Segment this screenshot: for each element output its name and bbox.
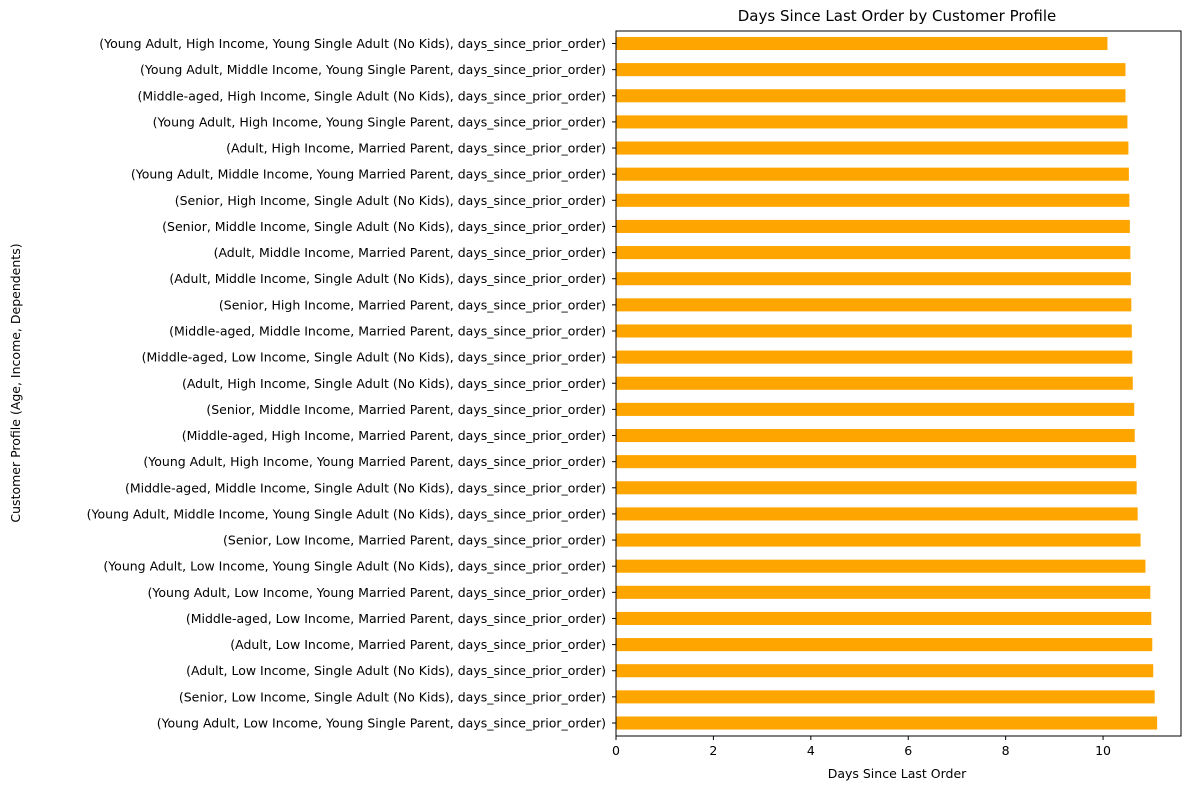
bar: [616, 219, 1130, 233]
y-tick-label: (Young Adult, Low Income, Young Single A…: [103, 559, 606, 574]
bar: [616, 455, 1137, 469]
x-tick-label: 10: [1095, 743, 1111, 758]
bar: [616, 559, 1146, 573]
y-tick-label: (Senior, High Income, Single Adult (No K…: [175, 193, 606, 208]
bar: [616, 63, 1126, 77]
bar: [616, 716, 1158, 730]
bar: [616, 193, 1130, 207]
bar: [616, 585, 1151, 599]
x-tick-label: 6: [904, 743, 912, 758]
plot-frame: [615, 30, 1182, 737]
y-tick-label: (Adult, High Income, Married Parent, day…: [226, 141, 606, 156]
y-tick-label: (Young Adult, Middle Income, Young Marri…: [131, 167, 606, 182]
y-tick-label: (Middle-aged, Low Income, Single Adult (…: [142, 350, 606, 365]
bar: [616, 664, 1154, 678]
y-tick-label: (Senior, Middle Income, Married Parent, …: [206, 402, 606, 417]
y-tick-label: (Adult, Middle Income, Married Parent, d…: [214, 245, 606, 260]
y-tick-label: (Middle-aged, Low Income, Married Parent…: [186, 611, 606, 626]
bar: [616, 638, 1153, 652]
x-tick-label: 2: [709, 743, 717, 758]
y-tick-label: (Senior, High Income, Married Parent, da…: [219, 297, 606, 312]
y-tick-label: (Senior, Middle Income, Single Adult (No…: [162, 219, 606, 234]
y-tick-label: (Adult, Middle Income, Single Adult (No …: [169, 271, 606, 286]
bar: [616, 507, 1138, 521]
x-tick-label: 0: [612, 743, 620, 758]
bar: [616, 324, 1132, 338]
y-tick-label: (Young Adult, High Income, Young Single …: [153, 114, 606, 129]
x-axis-ticks: 0 2 4 6 8 10: [612, 736, 1111, 758]
y-axis-title: Customer Profile (Age, Income, Dependent…: [8, 243, 23, 522]
bar: [616, 428, 1135, 443]
bar: [616, 272, 1131, 286]
bar: [616, 611, 1152, 625]
bar: [616, 167, 1129, 181]
x-tick-label: 4: [807, 743, 815, 758]
x-axis-title: Days Since Last Order: [828, 766, 967, 781]
y-tick-label: (Young Adult, Low Income, Young Married …: [148, 585, 606, 600]
y-tick-label: (Senior, Low Income, Married Parent, day…: [223, 533, 606, 548]
bar: [616, 36, 1108, 51]
bar: [616, 350, 1133, 364]
category-labels: (Young Adult, High Income, Young Single …: [87, 36, 616, 731]
y-tick-label: (Young Adult, Middle Income, Young Singl…: [140, 62, 606, 77]
y-tick-label: (Young Adult, Middle Income, Young Singl…: [87, 506, 606, 521]
y-tick-label: (Middle-aged, High Income, Married Paren…: [182, 428, 606, 443]
bar: [616, 298, 1132, 312]
bar: [616, 246, 1131, 260]
bar: [616, 89, 1126, 103]
chart-title: Days Since Last Order by Customer Profil…: [738, 7, 1057, 25]
bar: [616, 376, 1133, 390]
y-tick-label: (Middle-aged, Middle Income, Married Par…: [169, 323, 606, 338]
y-tick-label: (Young Adult, High Income, Young Married…: [143, 454, 606, 469]
y-tick-label: (Adult, Low Income, Single Adult (No Kid…: [186, 663, 606, 678]
bar: [616, 115, 1128, 129]
x-tick-label: 8: [1002, 743, 1010, 758]
y-tick-label: (Adult, Low Income, Married Parent, days…: [230, 637, 606, 652]
y-tick-label: (Young Adult, High Income, Young Single …: [99, 36, 606, 51]
bars-layer: [616, 36, 1158, 730]
y-tick-label: (Adult, High Income, Single Adult (No Ki…: [182, 376, 606, 391]
y-tick-label: (Senior, Low Income, Single Adult (No Ki…: [179, 689, 606, 704]
bar: [616, 481, 1137, 495]
y-tick-label: (Middle-aged, High Income, Single Adult …: [138, 88, 606, 103]
bar: [616, 141, 1129, 155]
y-tick-label: (Young Adult, Low Income, Young Single P…: [157, 716, 606, 731]
bar: [616, 402, 1135, 416]
bar: [616, 690, 1155, 704]
y-tick-label: (Middle-aged, Middle Income, Single Adul…: [125, 480, 606, 495]
bar: [616, 533, 1141, 547]
